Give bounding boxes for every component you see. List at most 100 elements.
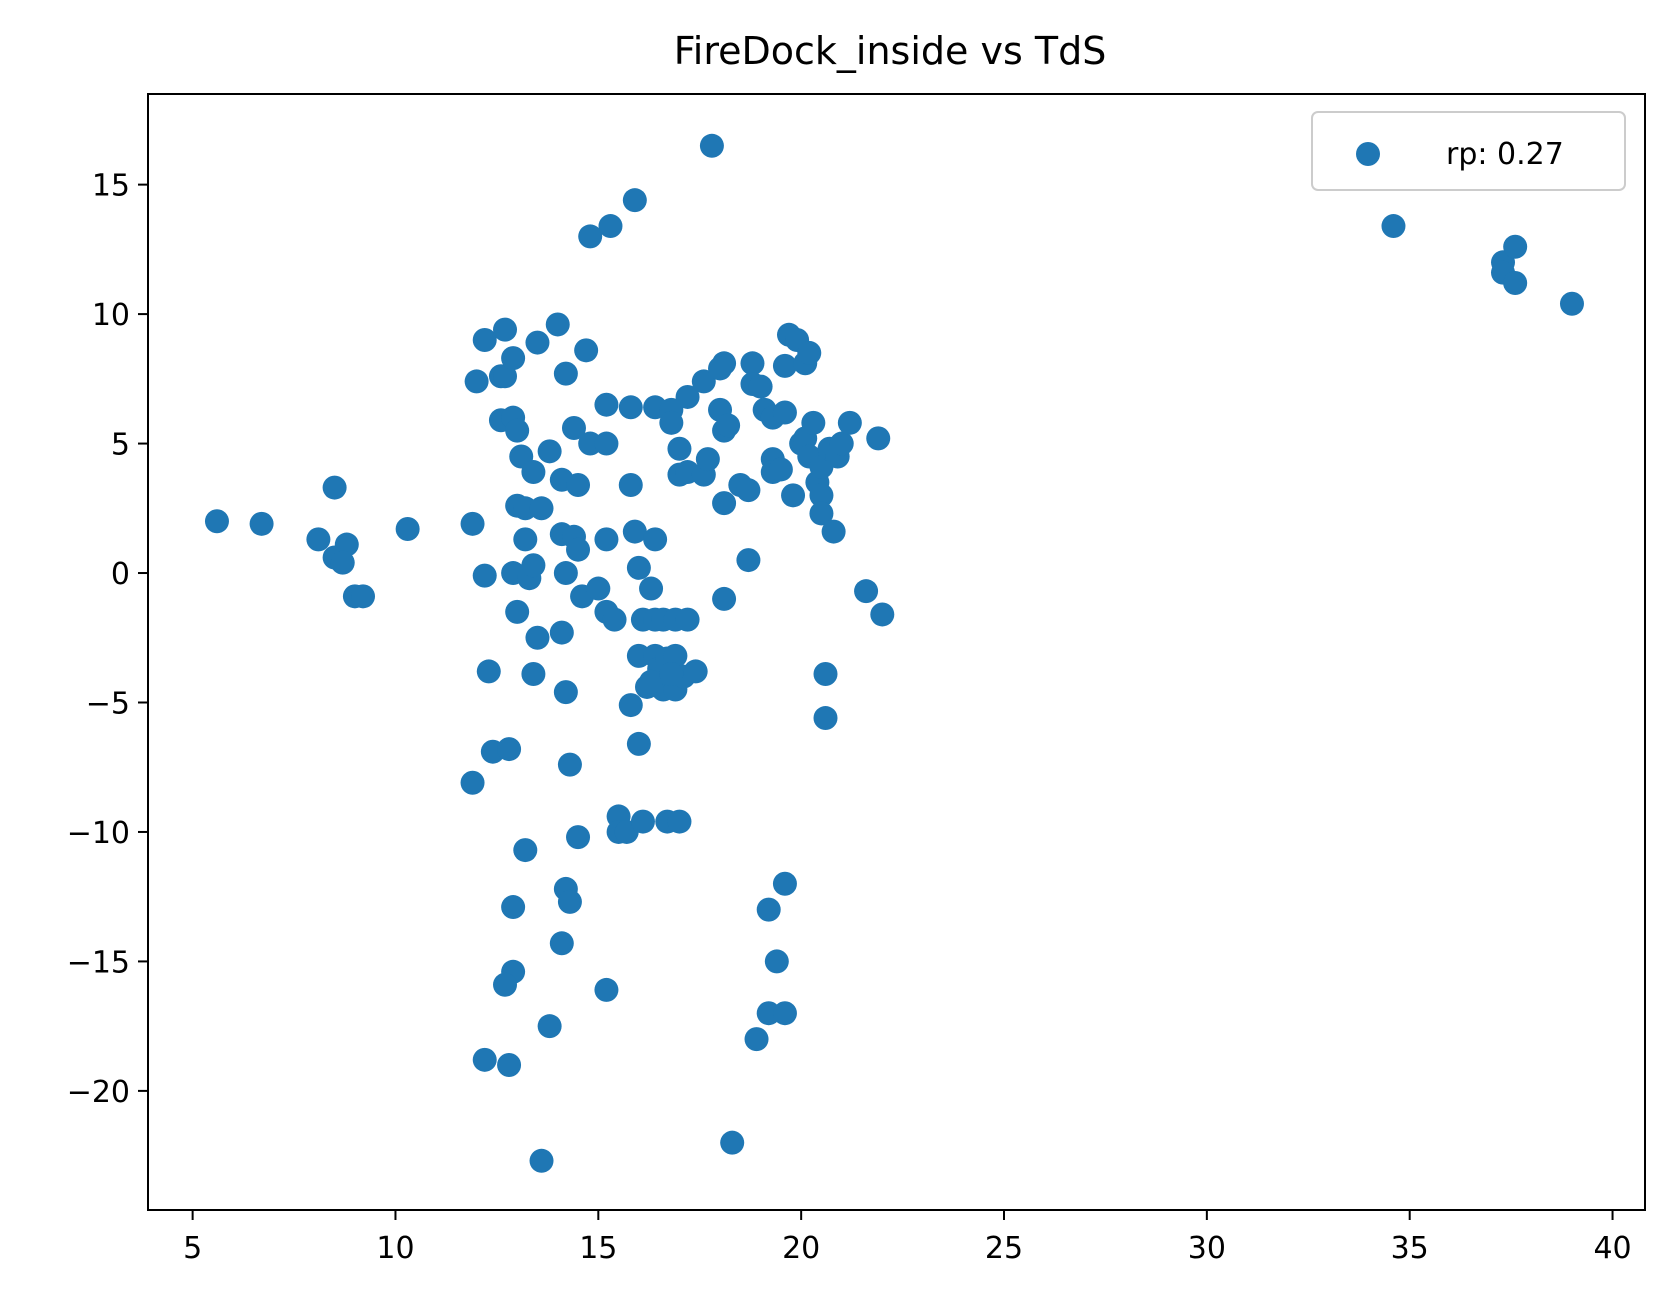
x-tick-label: 30: [1188, 1231, 1226, 1266]
data-point: [566, 825, 591, 850]
data-point: [618, 395, 643, 420]
data-point: [748, 374, 773, 399]
y-tick-label: −10: [67, 816, 130, 851]
data-point: [525, 330, 550, 355]
data-point: [809, 483, 834, 508]
data-point: [249, 511, 274, 536]
data-point: [472, 327, 497, 352]
data-point: [1559, 291, 1584, 316]
data-point: [497, 737, 522, 762]
data-point: [553, 361, 578, 386]
data-point: [521, 460, 546, 485]
data-point: [772, 400, 797, 425]
legend: rp: 0.27: [1311, 111, 1626, 191]
data-point: [334, 532, 359, 557]
data-point: [598, 214, 623, 239]
data-point: [663, 643, 688, 668]
y-tick-label: −5: [86, 686, 130, 721]
data-point: [695, 447, 720, 472]
chart-title: FireDock_inside vs TdS: [674, 29, 1107, 73]
y-tick-label: 5: [111, 428, 130, 463]
y-tick-label: −15: [67, 945, 130, 980]
data-point: [659, 662, 684, 687]
y-tick-label: −20: [67, 1075, 130, 1110]
data-point: [513, 838, 538, 863]
data-point: [594, 392, 619, 417]
data-point: [529, 496, 554, 521]
y-tick-label: 15: [92, 169, 130, 204]
data-point: [768, 457, 793, 482]
data-point: [870, 602, 895, 627]
data-point: [699, 133, 724, 158]
data-point: [505, 418, 530, 443]
data-point: [667, 436, 692, 461]
data-point: [764, 949, 789, 974]
data-point: [829, 431, 854, 456]
data-point: [493, 317, 518, 342]
data-point: [1503, 271, 1528, 296]
data-point: [821, 519, 846, 544]
data-point: [322, 475, 347, 500]
data-point: [866, 426, 891, 451]
data-point: [659, 410, 684, 435]
data-point: [708, 356, 733, 381]
data-point: [204, 509, 229, 534]
data-point: [837, 410, 862, 435]
data-point: [330, 550, 355, 575]
data-point: [618, 472, 643, 497]
data-point: [351, 584, 376, 609]
data-points: [204, 133, 1584, 1173]
data-point: [557, 889, 582, 914]
data-point: [602, 607, 627, 632]
data-point: [639, 669, 664, 694]
data-point: [801, 410, 826, 435]
data-point: [537, 439, 562, 464]
x-tick-label: 35: [1391, 1231, 1429, 1266]
data-point: [594, 431, 619, 456]
data-point: [545, 312, 570, 337]
data-point: [675, 384, 700, 409]
data-point: [781, 483, 806, 508]
data-point: [854, 579, 879, 604]
data-point: [574, 338, 599, 363]
y-tick-label: 0: [111, 557, 130, 592]
data-point: [712, 586, 737, 611]
data-point: [630, 809, 655, 834]
x-tick-label: 10: [376, 1231, 414, 1266]
x-tick-label: 25: [985, 1231, 1023, 1266]
data-point: [716, 413, 741, 438]
plot-frame: [147, 93, 1646, 1211]
legend-label: rp: 0.27: [1446, 137, 1564, 172]
data-point: [756, 897, 781, 922]
data-point: [566, 537, 591, 562]
data-point: [497, 1052, 522, 1077]
data-point: [736, 548, 761, 573]
data-point: [594, 527, 619, 552]
data-point: [772, 353, 797, 378]
data-point: [561, 416, 586, 441]
data-point: [772, 871, 797, 896]
data-point: [306, 527, 331, 552]
data-point: [553, 680, 578, 705]
data-point: [537, 1014, 562, 1039]
data-point: [809, 501, 834, 526]
data-point: [586, 576, 611, 601]
data-point: [797, 340, 822, 365]
data-point: [549, 931, 574, 956]
data-point: [618, 693, 643, 718]
data-point: [501, 895, 526, 920]
legend-box: [1311, 111, 1626, 191]
data-point: [626, 731, 651, 756]
data-point: [639, 576, 664, 601]
data-point: [675, 607, 700, 632]
data-point: [557, 752, 582, 777]
data-point: [566, 472, 591, 497]
data-point: [667, 809, 692, 834]
x-tick-label: 20: [782, 1231, 820, 1266]
data-point: [626, 555, 651, 580]
data-point: [472, 563, 497, 588]
data-point: [622, 519, 647, 544]
data-point: [521, 553, 546, 578]
